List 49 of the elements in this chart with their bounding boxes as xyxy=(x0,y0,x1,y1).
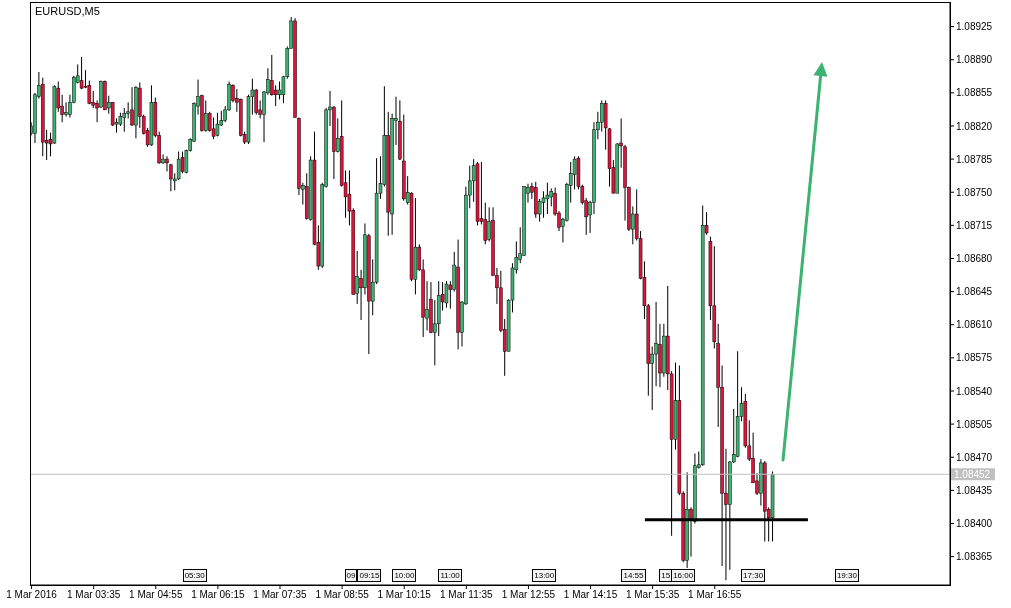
x-tick-label: 1 Mar 10:15 xyxy=(377,589,432,601)
annotation: 13:00 xyxy=(533,570,556,581)
annotation: 17:30 xyxy=(742,570,765,581)
x-tick-label: 1 Mar 06:15 xyxy=(191,589,245,601)
candlestick xyxy=(122,107,127,133)
y-tick-label: 1.08715 xyxy=(956,219,993,231)
annotation: 09 xyxy=(345,570,357,581)
x-tick-label: 1 Mar 07:35 xyxy=(253,589,308,601)
y-tick-label: 1.08540 xyxy=(956,385,993,397)
candlestick xyxy=(444,280,449,309)
y-tick-label: 1.08470 xyxy=(956,451,993,463)
annotation: 14:55 xyxy=(622,570,645,581)
candlestick xyxy=(204,99,208,133)
y-tick-label: 1.08750 xyxy=(956,186,993,198)
x-tick-label: 1 Mar 04:55 xyxy=(129,589,183,601)
x-tick-label: 1 Mar 2016 xyxy=(6,589,58,601)
annotation: 19:30 xyxy=(835,570,858,581)
y-tick-label: 1.08645 xyxy=(956,286,993,298)
annotation: 10:00 xyxy=(393,570,416,581)
y-tick-label: 1.08820 xyxy=(956,120,993,132)
x-tick-label: 1 Mar 16:55 xyxy=(688,589,742,601)
chart-title: EURUSD,M5 xyxy=(35,5,100,17)
annotation: 05:30 xyxy=(183,570,206,581)
y-tick-label: 1.08890 xyxy=(956,54,993,66)
y-tick-label: 1.08785 xyxy=(956,153,993,165)
x-tick-label: 1 Mar 08:55 xyxy=(315,589,370,601)
annotation: 11:00 xyxy=(439,570,461,581)
ref-line-label: 1.08452 xyxy=(954,469,991,481)
y-tick-label: 1.08610 xyxy=(956,319,993,331)
y-tick-label: 1.08400 xyxy=(956,518,993,530)
y-tick-label: 1.08855 xyxy=(956,87,993,99)
candlestick xyxy=(130,86,134,127)
y-tick-label: 1.08575 xyxy=(956,352,993,364)
x-tick-label: 1 Mar 03:35 xyxy=(66,589,121,601)
y-tick-label: 1.08505 xyxy=(956,418,993,430)
x-tick-label: 1 Mar 12:55 xyxy=(501,589,556,601)
annotation: 16:00 xyxy=(672,570,695,581)
y-tick-label: 1.08365 xyxy=(956,551,993,563)
x-tick-label: 1 Mar 14:15 xyxy=(563,589,618,601)
candlestick xyxy=(273,84,278,107)
y-tick-label: 1.08435 xyxy=(956,484,993,496)
y-tick-label: 1.08680 xyxy=(956,253,993,265)
x-tick-label: 1 Mar 15:35 xyxy=(625,589,680,601)
annotation: 09:15 xyxy=(358,570,381,581)
x-tick-label: 1 Mar 11:35 xyxy=(440,589,494,601)
y-tick-label: 1.08925 xyxy=(956,21,993,33)
candlestick xyxy=(64,101,68,118)
candlestick xyxy=(211,116,216,140)
annotation: 15 xyxy=(660,570,672,581)
